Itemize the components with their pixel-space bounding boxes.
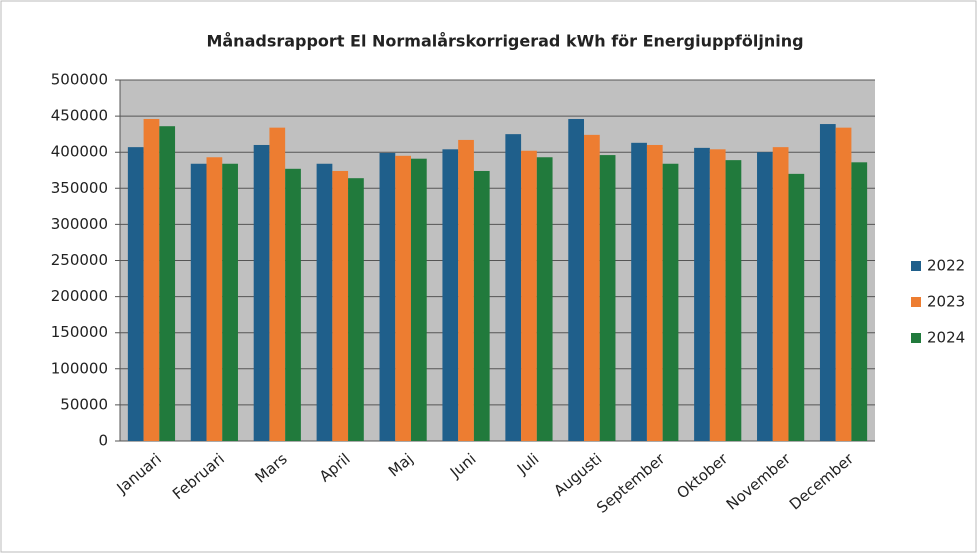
chart-title: Månadsrapport El Normalårskorrigerad kWh… (206, 32, 803, 51)
legend-swatch (911, 333, 921, 343)
bar (646, 144, 663, 442)
legend-swatch (911, 297, 921, 307)
bar (536, 157, 553, 441)
bar (568, 118, 585, 441)
bar (285, 168, 301, 441)
bar (725, 160, 742, 441)
bar (835, 127, 852, 441)
bar (631, 142, 647, 441)
bar (662, 163, 679, 441)
y-tick-label: 200000 (51, 287, 108, 305)
bar (143, 118, 160, 441)
bar (206, 157, 223, 441)
bar (709, 149, 726, 441)
y-tick-label: 350000 (51, 179, 108, 197)
bar (458, 139, 474, 441)
bar (694, 147, 710, 442)
legend-swatch (911, 261, 921, 271)
bar (772, 147, 789, 441)
legend-label: 2022 (927, 257, 965, 275)
y-tick-label: 250000 (51, 251, 108, 269)
bar (332, 170, 349, 442)
bar (505, 134, 522, 441)
bar (757, 152, 773, 441)
bar (379, 152, 396, 441)
bar (269, 127, 286, 441)
bar (788, 173, 805, 442)
y-tick-label: 50000 (60, 395, 108, 413)
bar (410, 158, 427, 441)
bar (190, 163, 207, 441)
legend-label: 2023 (927, 293, 965, 311)
bar (584, 134, 600, 441)
bar (316, 163, 333, 441)
y-tick-label: 150000 (51, 323, 108, 341)
y-tick-label: 500000 (51, 71, 108, 89)
bar (253, 144, 270, 442)
bar (599, 155, 616, 441)
bar (442, 149, 459, 441)
y-tick-label: 400000 (51, 143, 108, 161)
bar (473, 170, 490, 442)
bar (159, 126, 176, 441)
bar (851, 162, 868, 442)
bar (222, 163, 238, 441)
y-tick-label: 100000 (51, 359, 108, 377)
legend-label: 2024 (927, 329, 965, 347)
bar (819, 124, 836, 442)
bar (348, 178, 364, 441)
bar (521, 150, 537, 442)
y-tick-label: 300000 (51, 215, 108, 233)
y-tick-label: 0 (98, 432, 108, 450)
bar (395, 155, 411, 441)
bar (127, 147, 144, 441)
y-tick-label: 450000 (51, 107, 108, 125)
